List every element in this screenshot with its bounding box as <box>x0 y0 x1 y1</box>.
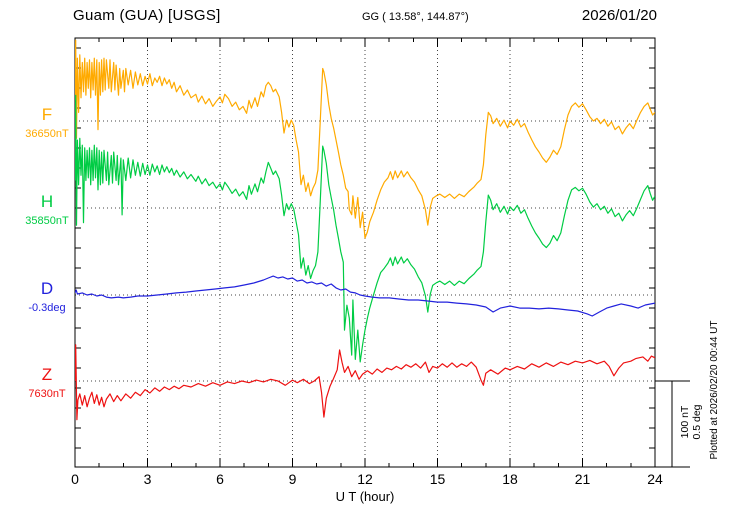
x-tick-label-9: 9 <box>288 471 297 487</box>
trace-letter-F: F <box>41 105 53 124</box>
trace-F <box>75 39 655 239</box>
scale-bar-deg-label: 0.5 deg <box>691 404 703 440</box>
trace-letter-H: H <box>40 192 54 211</box>
x-tick-label-21: 21 <box>574 471 591 487</box>
x-tick-label-6: 6 <box>216 471 224 487</box>
trace-baseline-label-D: -0.3deg <box>28 302 66 314</box>
trace-baseline-label-H: 35850nT <box>25 215 69 227</box>
geographic-coordinates: GG ( 13.58°, 144.87°) <box>362 11 469 23</box>
x-tick-label-12: 12 <box>357 471 373 487</box>
scale-bar-nt-label: 100 nT <box>679 405 691 439</box>
scale-bar-label: 100 nT 0.5 deg <box>679 397 703 447</box>
trace-Z <box>75 344 655 421</box>
x-tick-label-0: 0 <box>71 471 79 487</box>
trace-baseline-label-F: 36650nT <box>25 128 69 140</box>
x-tick-label-18: 18 <box>502 471 518 487</box>
plot-date: 2026/01/20 <box>581 7 657 24</box>
plotted-at-note: Plotted at 2026/02/20 00:44 UT <box>709 320 720 460</box>
x-tick-label-3: 3 <box>143 471 152 487</box>
x-tick-label-15: 15 <box>429 471 446 487</box>
trace-H <box>75 94 655 363</box>
station-title: Guam (GUA) [USGS] <box>73 7 221 24</box>
trace-letter-Z: Z <box>41 365 53 384</box>
trace-baseline-label-Z: 7630nT <box>28 388 66 400</box>
trace-D <box>75 275 655 317</box>
x-axis-title: U T (hour) <box>335 489 395 504</box>
x-tick-label-24: 24 <box>647 471 663 487</box>
trace-letter-D: D <box>40 279 54 298</box>
scale-bar <box>655 380 690 468</box>
